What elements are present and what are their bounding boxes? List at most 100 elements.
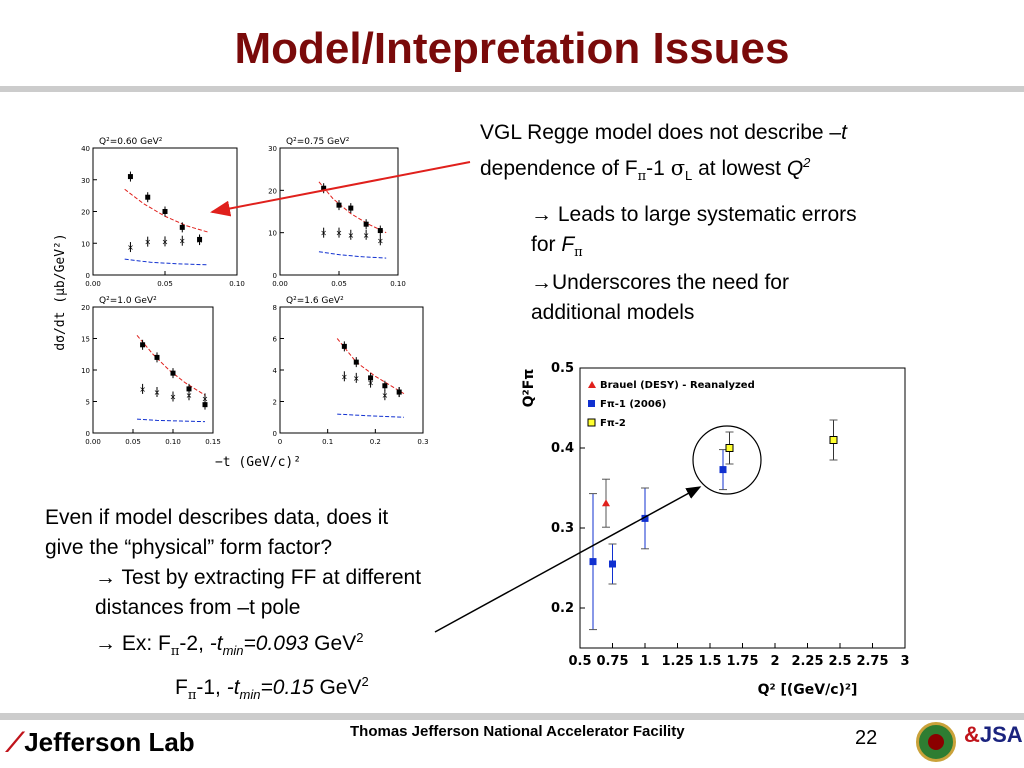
data-point-brauel — [602, 499, 610, 507]
data-point-transverse: × — [139, 385, 146, 394]
y-tick-label: 10 — [81, 240, 90, 248]
highlight-circle — [692, 425, 762, 495]
panel-title: Q²=0.75 GeV² — [286, 137, 350, 147]
data-point-longitudinal — [202, 402, 208, 408]
y-tick-label: 0.2 — [551, 601, 574, 616]
data-point-longitudinal — [341, 343, 347, 349]
x-tick-label: 0.75 — [596, 654, 628, 669]
x-tick-label: 0.10 — [390, 280, 406, 288]
x-tick-label: 0.00 — [85, 280, 101, 288]
y-tick-label: 2 — [273, 399, 277, 407]
data-point-transverse: × — [170, 392, 177, 401]
data-point-longitudinal — [154, 354, 160, 360]
panel-frame — [279, 306, 424, 434]
transverse-curve — [318, 251, 387, 259]
x-tick-label: 0.2 — [370, 438, 381, 446]
data-point-transverse: × — [186, 391, 193, 400]
data-point-longitudinal — [336, 202, 342, 208]
x-tick-label: 0.1 — [322, 438, 333, 446]
data-point-transverse: × — [363, 231, 370, 240]
transverse-curve — [337, 413, 404, 418]
x-tick-label: 3 — [900, 654, 909, 669]
regge-curve — [336, 338, 405, 395]
x-tick-label: 0.5 — [568, 654, 591, 669]
y-axis-label: dσ/dt (μb/GeV²) — [53, 233, 68, 350]
y-tick-label: 8 — [273, 304, 277, 312]
data-point-longitudinal — [179, 224, 185, 230]
y-tick-label: 0.4 — [551, 441, 574, 456]
x-axis-label: −t (GeV/c)² — [215, 455, 301, 470]
data-point-transverse: × — [336, 229, 343, 238]
data-point-longitudinal — [145, 194, 151, 200]
data-point-longitudinal — [363, 221, 369, 227]
data-point-transverse: × — [367, 379, 374, 388]
x-tick-label: 2.75 — [856, 654, 888, 669]
data-point-longitudinal — [353, 359, 359, 365]
x-tick-label: 0.05 — [125, 438, 141, 446]
y-tick-label: 0 — [273, 272, 277, 280]
legend-marker — [588, 381, 596, 388]
data-point-transverse: × — [162, 237, 169, 246]
slide-title: Model/Intepretation Issues — [234, 24, 790, 73]
fpi-x-axis-label: Q² [(GeV/c)²] — [758, 682, 858, 698]
data-point-longitudinal — [321, 185, 327, 191]
x-tick-label: 2.25 — [791, 654, 823, 669]
y-tick-label: 0 — [273, 430, 277, 438]
transverse-curve — [124, 258, 209, 266]
x-tick-label: 0.10 — [165, 438, 181, 446]
y-tick-label: 4 — [273, 367, 278, 375]
data-point-longitudinal — [348, 205, 354, 211]
x-tick-label: 0.15 — [205, 438, 221, 446]
y-tick-label: 20 — [268, 187, 277, 195]
footer-divider — [0, 713, 1024, 720]
x-tick-label: 1 — [640, 654, 649, 669]
y-tick-label: 0.3 — [551, 521, 574, 536]
data-point-transverse: × — [320, 229, 327, 238]
x-tick-label: 1.25 — [661, 654, 693, 669]
data-point-transverse: × — [202, 394, 209, 403]
y-tick-label: 10 — [81, 367, 90, 375]
y-tick-label: 5 — [86, 399, 90, 407]
red-pointer-arrow — [210, 161, 471, 217]
x-tick-label: 0.00 — [85, 438, 101, 446]
data-point-transverse: × — [353, 374, 360, 383]
y-tick-label: 30 — [268, 145, 277, 153]
data-point-fpi2 — [725, 444, 734, 452]
paragraph-physical-ff: Even if model describes data, does it gi… — [45, 506, 422, 704]
fpi-frame — [579, 367, 906, 649]
panel-title: Q²=1.0 GeV² — [99, 296, 157, 306]
arrow-icon: → — [531, 203, 552, 226]
data-point-longitudinal — [382, 383, 388, 389]
data-point-transverse: × — [144, 238, 151, 247]
black-pointer-arrow — [434, 486, 702, 633]
data-point-fpi2 — [829, 436, 838, 444]
x-tick-label: 0 — [278, 438, 282, 446]
fpi-y-axis-label: Q²Fπ — [521, 369, 537, 408]
data-point-fpi1 — [589, 558, 597, 566]
y-tick-label: 0 — [86, 272, 90, 280]
data-point-longitudinal — [140, 342, 146, 348]
panel-frame — [92, 306, 214, 434]
y-tick-label: 40 — [81, 145, 90, 153]
jsa-logo: &JSA — [964, 722, 1023, 747]
y-tick-label: 20 — [81, 304, 90, 312]
y-tick-label: 0.5 — [551, 361, 574, 376]
legend-marker — [588, 400, 595, 407]
data-point-transverse: × — [179, 237, 186, 246]
data-point-transverse: × — [341, 372, 348, 381]
note-vgl: VGL Regge model does not describe –t dep… — [480, 121, 847, 185]
x-tick-label: 1.5 — [698, 654, 721, 669]
panel-title: Q²=1.6 GeV² — [286, 296, 344, 306]
panel-title: Q²=0.60 GeV² — [99, 137, 163, 147]
data-point-fpi1 — [609, 560, 616, 568]
x-tick-label: 0.05 — [331, 280, 347, 288]
data-point-longitudinal — [377, 228, 383, 234]
title-divider — [0, 86, 1024, 92]
y-tick-label: 30 — [81, 177, 90, 185]
y-tick-label: 0 — [86, 430, 90, 438]
data-point-longitudinal — [162, 209, 168, 214]
y-tick-label: 6 — [273, 336, 278, 344]
data-point-longitudinal — [186, 386, 192, 392]
x-tick-label: 2 — [770, 654, 779, 669]
